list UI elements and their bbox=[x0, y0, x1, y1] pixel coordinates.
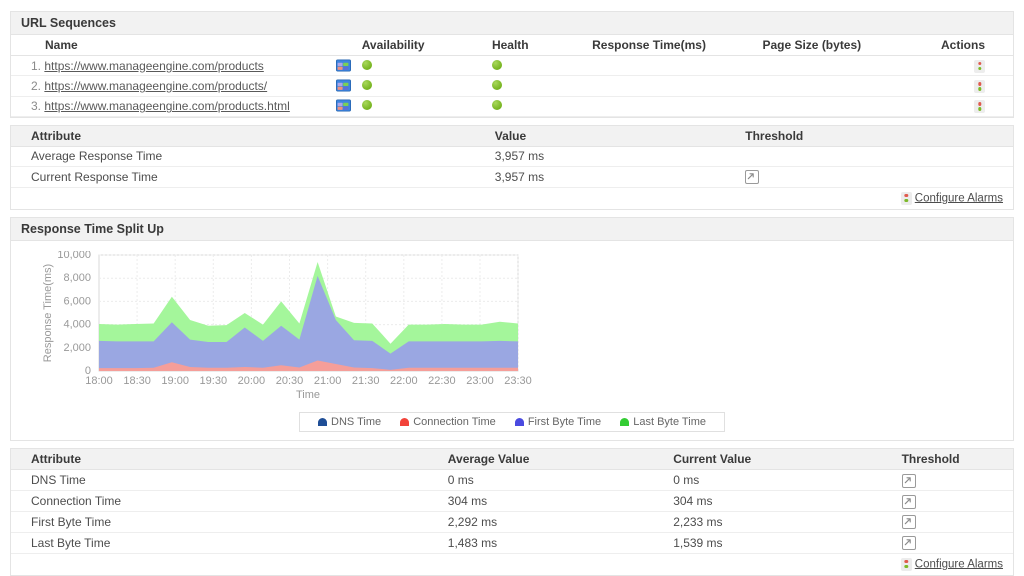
svg-text:22:00: 22:00 bbox=[390, 375, 418, 387]
svg-text:18:00: 18:00 bbox=[85, 375, 113, 387]
svg-text:10,000: 10,000 bbox=[57, 251, 91, 261]
svg-text:20:30: 20:30 bbox=[276, 375, 304, 387]
svg-text:8,000: 8,000 bbox=[63, 273, 91, 285]
svg-text:20:00: 20:00 bbox=[238, 375, 266, 387]
svg-text:19:00: 19:00 bbox=[161, 375, 189, 387]
svg-text:Time: Time bbox=[296, 389, 320, 401]
svg-text:18:30: 18:30 bbox=[123, 375, 151, 387]
svg-text:21:00: 21:00 bbox=[314, 375, 342, 387]
svg-text:Response Time(ms): Response Time(ms) bbox=[42, 264, 54, 362]
svg-text:22:30: 22:30 bbox=[428, 375, 456, 387]
svg-text:6,000: 6,000 bbox=[63, 296, 91, 308]
svg-text:23:00: 23:00 bbox=[466, 375, 494, 387]
svg-text:23:30: 23:30 bbox=[504, 375, 532, 387]
svg-text:2,000: 2,000 bbox=[63, 342, 91, 354]
svg-text:19:30: 19:30 bbox=[200, 375, 228, 387]
svg-text:21:30: 21:30 bbox=[352, 375, 380, 387]
svg-text:4,000: 4,000 bbox=[63, 319, 91, 331]
